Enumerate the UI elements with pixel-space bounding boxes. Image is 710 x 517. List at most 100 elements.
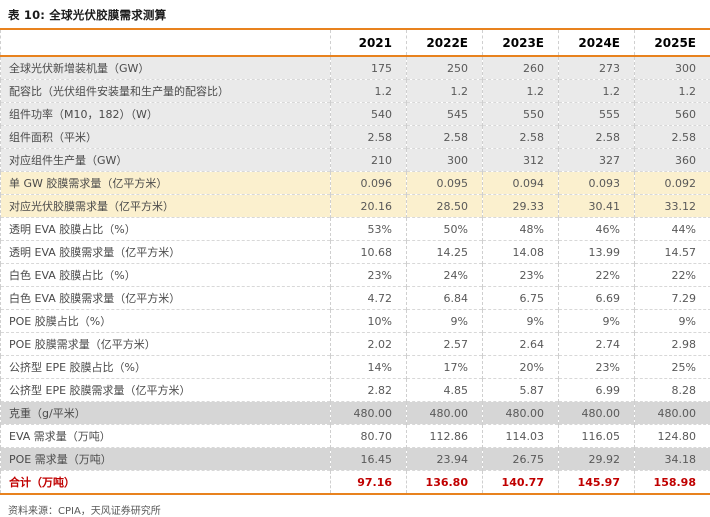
cell-value: 20.16 (331, 195, 407, 218)
cell-value: 25% (635, 356, 710, 379)
cell-value: 48% (483, 218, 559, 241)
row-label: 透明 EVA 胶膜占比（%） (1, 218, 331, 241)
cell-value: 360 (635, 149, 710, 172)
cell-value: 23% (559, 356, 635, 379)
row-label: EVA 需求量（万吨） (1, 425, 331, 448)
table-row: POE 胶膜占比（%）10%9%9%9%9% (1, 310, 710, 333)
cell-value: 0.094 (483, 172, 559, 195)
cell-value: 555 (559, 103, 635, 126)
cell-value: 124.80 (635, 425, 710, 448)
row-label: 配容比（光伏组件安装量和生产量的配容比） (1, 80, 331, 103)
cell-value: 50% (407, 218, 483, 241)
row-label: 克重（g/平米） (1, 402, 331, 425)
cell-value: 4.72 (331, 287, 407, 310)
cell-value: 10% (331, 310, 407, 333)
header-year-2021: 2021 (331, 29, 407, 56)
row-label: 合计（万吨） (1, 471, 331, 495)
cell-value: 10.68 (331, 241, 407, 264)
cell-value: 210 (331, 149, 407, 172)
cell-value: 145.97 (559, 471, 635, 495)
cell-value: 250 (407, 56, 483, 80)
cell-value: 14% (331, 356, 407, 379)
cell-value: 9% (483, 310, 559, 333)
cell-value: 97.16 (331, 471, 407, 495)
row-label: 组件面积（平米） (1, 126, 331, 149)
row-label: 对应光伏胶膜需求量（亿平方米） (1, 195, 331, 218)
cell-value: 300 (407, 149, 483, 172)
cell-value: 273 (559, 56, 635, 80)
cell-value: 9% (407, 310, 483, 333)
row-label: 公挤型 EPE 胶膜占比（%） (1, 356, 331, 379)
cell-value: 1.2 (483, 80, 559, 103)
cell-value: 158.98 (635, 471, 710, 495)
cell-value: 2.74 (559, 333, 635, 356)
header-year-2025e: 2025E (635, 29, 710, 56)
table-row: 透明 EVA 胶膜占比（%）53%50%48%46%44% (1, 218, 710, 241)
cell-value: 23.94 (407, 448, 483, 471)
cell-value: 114.03 (483, 425, 559, 448)
cell-value: 312 (483, 149, 559, 172)
cell-value: 1.2 (331, 80, 407, 103)
cell-value: 2.57 (407, 333, 483, 356)
cell-value: 2.58 (635, 126, 710, 149)
cell-value: 33.12 (635, 195, 710, 218)
cell-value: 175 (331, 56, 407, 80)
cell-value: 23% (483, 264, 559, 287)
cell-value: 20% (483, 356, 559, 379)
cell-value: 44% (635, 218, 710, 241)
cell-value: 6.75 (483, 287, 559, 310)
row-label: POE 胶膜占比（%） (1, 310, 331, 333)
cell-value: 540 (331, 103, 407, 126)
cell-value: 16.45 (331, 448, 407, 471)
cell-value: 0.092 (635, 172, 710, 195)
row-label: POE 需求量（万吨） (1, 448, 331, 471)
row-label: 单 GW 胶膜需求量（亿平方米） (1, 172, 331, 195)
cell-value: 560 (635, 103, 710, 126)
cell-value: 7.29 (635, 287, 710, 310)
cell-value: 480.00 (331, 402, 407, 425)
table-row: 公挤型 EPE 胶膜占比（%）14%17%20%23%25% (1, 356, 710, 379)
cell-value: 116.05 (559, 425, 635, 448)
cell-value: 140.77 (483, 471, 559, 495)
cell-value: 480.00 (635, 402, 710, 425)
cell-value: 6.69 (559, 287, 635, 310)
cell-value: 8.28 (635, 379, 710, 402)
cell-value: 23% (331, 264, 407, 287)
row-label: 白色 EVA 胶膜需求量（亿平方米） (1, 287, 331, 310)
cell-value: 2.82 (331, 379, 407, 402)
row-label: 组件功率（M10，182）（W） (1, 103, 331, 126)
cell-value: 14.08 (483, 241, 559, 264)
cell-value: 30.41 (559, 195, 635, 218)
cell-value: 2.58 (483, 126, 559, 149)
row-label: 白色 EVA 胶膜占比（%） (1, 264, 331, 287)
cell-value: 2.58 (559, 126, 635, 149)
cell-value: 28.50 (407, 195, 483, 218)
cell-value: 4.85 (407, 379, 483, 402)
cell-value: 1.2 (559, 80, 635, 103)
cell-value: 480.00 (407, 402, 483, 425)
cell-value: 22% (559, 264, 635, 287)
cell-value: 1.2 (635, 80, 710, 103)
cell-value: 53% (331, 218, 407, 241)
cell-value: 136.80 (407, 471, 483, 495)
cell-value: 80.70 (331, 425, 407, 448)
cell-value: 46% (559, 218, 635, 241)
cell-value: 0.096 (331, 172, 407, 195)
cell-value: 545 (407, 103, 483, 126)
cell-value: 2.58 (407, 126, 483, 149)
cell-value: 112.86 (407, 425, 483, 448)
cell-value: 29.33 (483, 195, 559, 218)
cell-value: 2.64 (483, 333, 559, 356)
cell-value: 1.2 (407, 80, 483, 103)
cell-value: 17% (407, 356, 483, 379)
